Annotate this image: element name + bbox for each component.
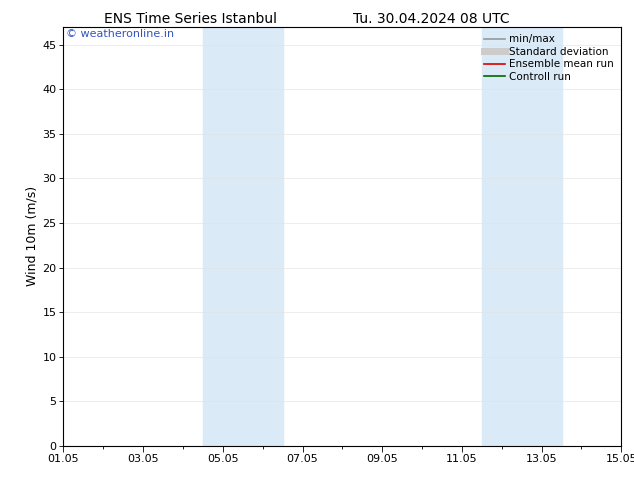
Text: ENS Time Series Istanbul: ENS Time Series Istanbul (104, 12, 276, 26)
Y-axis label: Wind 10m (m/s): Wind 10m (m/s) (25, 186, 38, 287)
Legend: min/max, Standard deviation, Ensemble mean run, Controll run: min/max, Standard deviation, Ensemble me… (482, 32, 616, 84)
Bar (482, 27, 562, 446)
Text: © weatheronline.in: © weatheronline.in (66, 29, 174, 39)
Bar (203, 27, 283, 446)
Text: Tu. 30.04.2024 08 UTC: Tu. 30.04.2024 08 UTC (353, 12, 510, 26)
